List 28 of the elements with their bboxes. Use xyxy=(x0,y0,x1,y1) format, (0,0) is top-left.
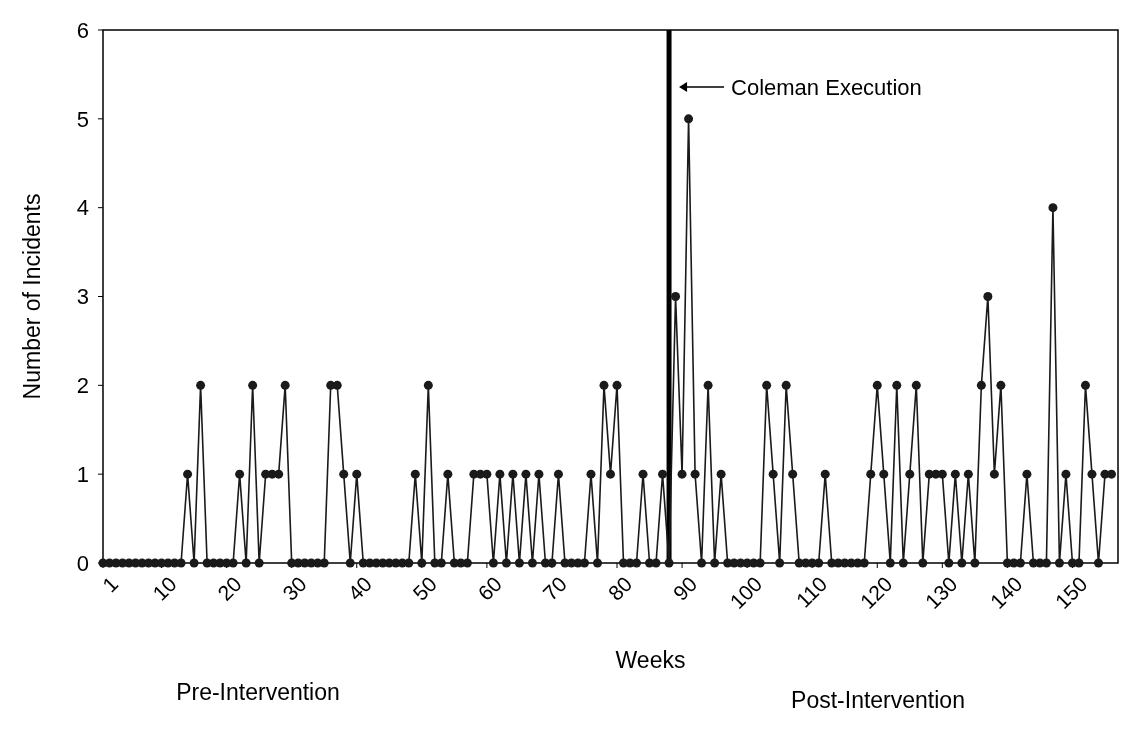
text: Post-Intervention xyxy=(791,687,965,713)
x-tick-label: 110 xyxy=(791,571,832,612)
x-axis-title: Weeks xyxy=(615,647,686,673)
y-tick-label: 0 xyxy=(76,550,89,576)
y-tick-label: 2 xyxy=(76,373,89,399)
x-tick-label: 140 xyxy=(985,571,1027,613)
x-tick-label: 80 xyxy=(603,571,637,605)
x-tick-label: 70 xyxy=(538,571,572,605)
x-tick-label: 20 xyxy=(213,571,246,605)
y-axis-title: Number of Incidents xyxy=(19,193,45,400)
x-tick-label: 60 xyxy=(473,571,507,605)
y-tick-label: 1 xyxy=(76,461,89,487)
x-tick-label: 120 xyxy=(855,571,897,613)
x-tick-label: 1 xyxy=(97,571,123,597)
y-tick-label: 5 xyxy=(76,106,89,132)
x-tick-label: 40 xyxy=(343,571,376,605)
y-tick-label: 6 xyxy=(76,17,89,43)
text: Pre-Intervention xyxy=(176,679,340,705)
x-tick-label: 150 xyxy=(1050,571,1092,613)
x-tick-label: 10 xyxy=(148,571,181,605)
x-tick-label: 50 xyxy=(408,571,442,605)
x-tick-label: 90 xyxy=(668,571,702,605)
y-tick-label: 3 xyxy=(76,284,89,310)
x-tick-label: 130 xyxy=(920,571,962,613)
y-tick-label: 4 xyxy=(76,195,89,221)
x-tick-label: 100 xyxy=(725,571,767,613)
x-tick-label: 30 xyxy=(278,571,311,605)
ref-line-label: Coleman Execution xyxy=(731,74,922,100)
